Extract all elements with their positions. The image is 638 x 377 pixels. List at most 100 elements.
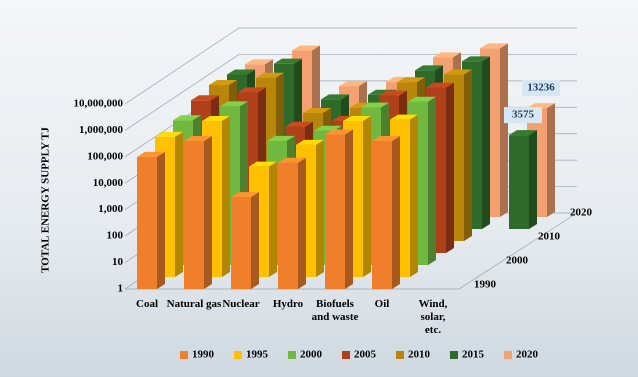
bar-side: [392, 135, 400, 289]
bar-top: [256, 72, 284, 78]
y-tick-label: 10,000: [93, 177, 124, 189]
legend-swatch: [342, 351, 350, 359]
bar-side: [345, 129, 353, 289]
bar-top: [361, 102, 389, 108]
bar-top: [343, 115, 371, 121]
grid-line: [124, 27, 577, 105]
bar-top: [296, 139, 324, 145]
bar-top: [155, 131, 183, 137]
bar-side: [251, 192, 259, 289]
bar-top: [527, 103, 555, 109]
bar-side: [269, 161, 277, 277]
bar-front: [278, 162, 298, 289]
x-tick-label: Natural gas: [166, 298, 222, 310]
data-label: 3575: [512, 109, 535, 121]
bar-top: [379, 90, 407, 96]
data-label-box: [522, 80, 560, 97]
x-tick-label: Oil: [374, 298, 390, 310]
data-label-box: [504, 107, 542, 124]
bar-top: [278, 157, 306, 163]
legend-swatch: [396, 351, 404, 359]
bar-top: [227, 69, 255, 75]
y-tick-label: 1,000,000: [79, 124, 124, 136]
bar-top: [325, 129, 353, 135]
bar-side: [363, 115, 371, 277]
bar: [278, 157, 306, 289]
bar-top: [397, 77, 425, 83]
bar-top: [274, 58, 302, 64]
bar: [509, 130, 537, 229]
bar-top: [191, 95, 219, 101]
depth-label: 2010: [538, 231, 561, 243]
y-tick-label: 100: [107, 230, 124, 242]
bar-top: [372, 135, 400, 141]
bar-front: [137, 156, 157, 289]
y-tick-label: 10,000,000: [74, 98, 124, 110]
bar-top: [245, 59, 273, 65]
y-tick-label: 100,000: [87, 150, 123, 162]
legend-label: 2010: [408, 349, 431, 361]
bar-top: [408, 96, 436, 102]
legend-label: 1990: [192, 349, 215, 361]
bar: [137, 151, 165, 289]
bar-side: [316, 139, 324, 277]
legend-label: 2015: [462, 349, 485, 361]
bar-top: [426, 82, 454, 88]
legend-label: 2020: [516, 349, 539, 361]
bar-top: [220, 101, 248, 107]
x-tick-label: Biofuels and waste: [311, 298, 359, 323]
legend-swatch: [288, 351, 296, 359]
legend-swatch: [180, 351, 188, 359]
bar-side: [204, 135, 212, 289]
bar-top: [321, 94, 349, 100]
bar-front: [184, 140, 204, 289]
bar-top: [339, 81, 367, 87]
y-tick-label: 10: [112, 256, 124, 268]
y-tick-label: 1,000: [98, 203, 123, 215]
bar-top: [184, 135, 212, 141]
bar-top: [137, 151, 165, 157]
bar-top: [444, 69, 472, 75]
bar-top: [249, 161, 277, 167]
x-tick-label: Wind, solar, etc.: [418, 298, 448, 336]
bar-side: [482, 56, 490, 229]
bar-side: [298, 157, 306, 289]
bar-top: [462, 56, 490, 62]
bar-top: [480, 43, 508, 49]
bar-top: [314, 125, 342, 131]
bar: [372, 135, 400, 289]
x-tick-label: Nuclear: [222, 298, 260, 310]
bar-top: [415, 65, 443, 71]
bar-top: [390, 114, 418, 120]
bar-side: [175, 131, 183, 277]
bar-side: [500, 43, 508, 218]
bar-top: [433, 52, 461, 58]
bar-front: [509, 135, 529, 229]
x-tick-label: Hydro: [272, 298, 304, 310]
bar-top: [292, 45, 320, 51]
bar-top: [285, 121, 313, 127]
bar-side: [446, 82, 454, 253]
bar: [231, 192, 259, 289]
bar: [325, 129, 353, 289]
depth-label: 1990: [474, 279, 497, 291]
bar-top: [173, 115, 201, 121]
bar-front: [231, 197, 251, 289]
bar-top: [509, 130, 537, 136]
legend-label: 2005: [354, 349, 377, 361]
data-label: 13236: [527, 82, 555, 94]
legend-label: 2000: [300, 349, 323, 361]
bar-top: [267, 135, 295, 141]
bar-top: [202, 115, 230, 121]
bar-front: [372, 140, 392, 289]
bar: [184, 135, 212, 289]
bar-top: [231, 192, 259, 198]
bar-side: [410, 114, 418, 277]
x-tick-label: Coal: [136, 298, 158, 310]
y-axis-label: TOTAL ENERGY SUPPLY TJ: [40, 127, 52, 273]
depth-label: 2020: [570, 207, 593, 219]
y-tick-label: 1: [118, 283, 124, 295]
bar-side: [529, 130, 537, 229]
legend-swatch: [504, 351, 512, 359]
